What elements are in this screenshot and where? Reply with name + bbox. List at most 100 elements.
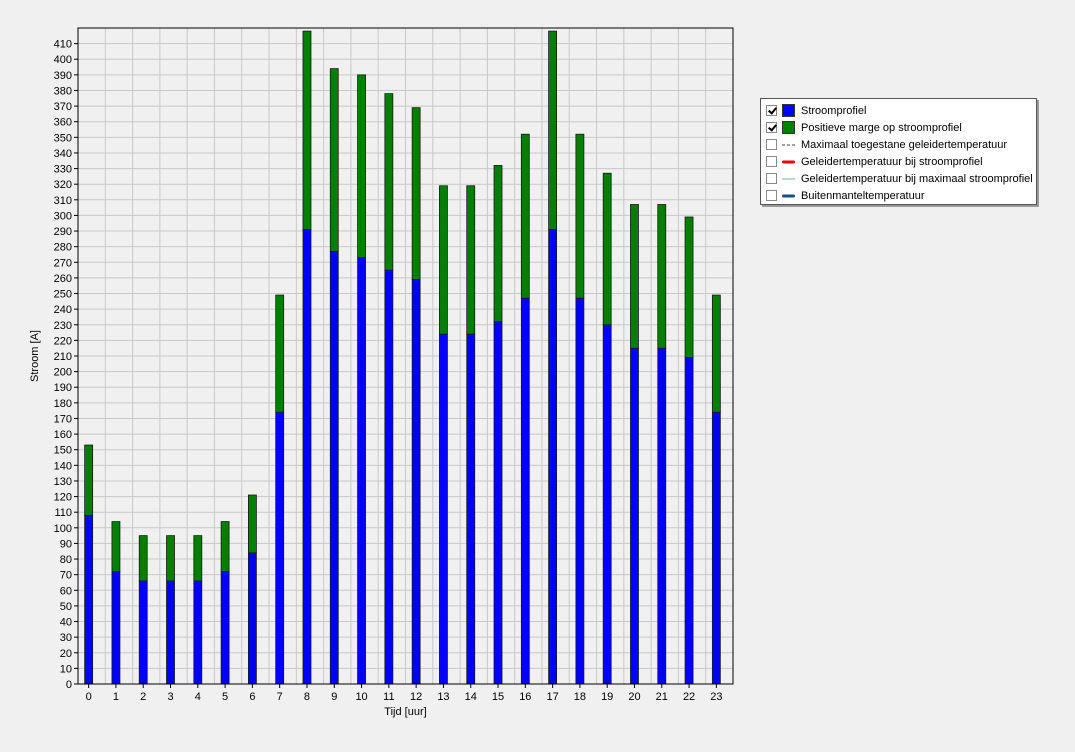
bar-stroomprofiel	[630, 347, 639, 685]
x-tick-label: 11	[383, 691, 394, 703]
legend-checkbox[interactable]	[766, 139, 777, 150]
y-tick-label: 330	[54, 164, 72, 176]
chart-legend: Stroomprofiel Positieve marge op stroompr…	[760, 98, 1037, 205]
legend-swatch	[782, 155, 795, 168]
bar-stroomprofiel	[548, 229, 558, 685]
plot-border	[77, 27, 734, 685]
y-tick-label: 140	[54, 460, 72, 472]
bar-positieve-marge	[630, 204, 639, 349]
bar-stroomprofiel	[220, 571, 230, 685]
y-tick-label: 180	[54, 398, 72, 410]
y-tick-label: 260	[54, 273, 72, 285]
bar-stroomprofiel	[138, 580, 148, 685]
y-tick-label: 340	[54, 148, 72, 160]
bar-positieve-marge	[439, 185, 448, 335]
y-tick-label: 20	[60, 648, 72, 660]
y-tick-label: 320	[54, 179, 72, 191]
x-tick-label: 7	[277, 691, 283, 703]
bar-positieve-marge	[684, 216, 694, 358]
y-tick-label: 210	[54, 351, 72, 363]
x-tick-label: 15	[492, 691, 504, 703]
y-tick-label: 250	[54, 289, 72, 301]
axes: 0102030405060708090100110120130140150160…	[54, 27, 734, 703]
bar-stroomprofiel	[302, 229, 312, 685]
legend-swatch	[782, 172, 795, 185]
y-tick-label: 230	[54, 320, 72, 332]
legend-label: Geleidertemperatuur bij maximaal stroomp…	[801, 172, 1033, 185]
legend-item[interactable]: Stroomprofiel	[761, 102, 1036, 119]
bar-stroomprofiel	[84, 514, 94, 685]
bar-stroomprofiel	[711, 411, 721, 685]
legend-label: Geleidertemperatuur bij stroomprofiel	[801, 155, 983, 168]
legend-label: Stroomprofiel	[801, 104, 867, 117]
y-tick-label: 30	[60, 632, 72, 644]
legend-checkbox[interactable]	[766, 156, 777, 167]
bar-stroomprofiel	[411, 279, 421, 685]
legend-swatch	[782, 138, 795, 151]
y-tick-label: 190	[54, 382, 72, 394]
bar-stroomprofiel	[575, 297, 585, 685]
bar-positieve-marge	[575, 133, 585, 299]
x-tick-label: 23	[710, 691, 722, 703]
bar-stroomprofiel	[275, 411, 285, 685]
bar-positieve-marge	[166, 535, 175, 582]
bar-positieve-marge	[247, 494, 257, 554]
bar-positieve-marge	[711, 294, 721, 413]
legend-swatch	[782, 189, 795, 202]
legend-checkbox[interactable]	[766, 105, 777, 116]
bar-stroomprofiel	[684, 357, 694, 685]
x-tick-label: 20	[628, 691, 640, 703]
bar-positieve-marge	[138, 535, 148, 582]
y-tick-label: 70	[60, 570, 72, 582]
legend-item[interactable]: Positieve marge op stroomprofiel	[761, 119, 1036, 136]
grid-lines	[78, 28, 733, 684]
legend-item[interactable]: Maximaal toegestane geleidertemperatuur	[761, 136, 1036, 153]
legend-label: Maximaal toegestane geleidertemperatuur	[801, 138, 1008, 151]
x-tick-label: 8	[304, 691, 310, 703]
bar-stroomprofiel	[247, 552, 257, 685]
x-tick-label: 10	[355, 691, 367, 703]
y-tick-label: 150	[54, 445, 72, 457]
legend-checkbox[interactable]	[766, 122, 777, 133]
y-tick-label: 280	[54, 242, 72, 254]
legend-swatch	[782, 104, 795, 117]
bar-positieve-marge	[84, 444, 94, 516]
legend-label: Buitenmanteltemperatuur	[801, 189, 925, 202]
bar-stroomprofiel	[111, 571, 121, 685]
legend-item[interactable]: Buitenmanteltemperatuur	[761, 187, 1036, 204]
bar-positieve-marge	[384, 93, 394, 271]
y-tick-label: 400	[54, 54, 72, 66]
bar-stroomprofiel	[384, 269, 394, 685]
bar-positieve-marge	[302, 30, 312, 230]
bar-positieve-marge	[493, 165, 503, 323]
legend-checkbox[interactable]	[766, 173, 777, 184]
legend-label: Positieve marge op stroomprofiel	[801, 121, 962, 134]
y-tick-label: 380	[54, 85, 72, 97]
y-tick-label: 310	[54, 195, 72, 207]
bars	[84, 30, 721, 685]
x-tick-label: 5	[222, 691, 228, 703]
x-tick-label: 16	[519, 691, 531, 703]
y-tick-label: 290	[54, 226, 72, 238]
y-tick-label: 120	[54, 492, 72, 504]
y-tick-label: 240	[54, 304, 72, 316]
x-tick-label: 6	[249, 691, 255, 703]
bar-positieve-marge	[548, 30, 558, 230]
bar-stroomprofiel	[357, 257, 366, 685]
legend-item[interactable]: Geleidertemperatuur bij maximaal stroomp…	[761, 170, 1036, 187]
y-tick-label: 170	[54, 413, 72, 425]
y-tick-label: 300	[54, 210, 72, 222]
legend-checkbox[interactable]	[766, 190, 777, 201]
bar-positieve-marge	[275, 294, 285, 413]
x-tick-label: 2	[140, 691, 146, 703]
x-tick-label: 12	[410, 691, 422, 703]
y-tick-label: 160	[54, 429, 72, 441]
bar-positieve-marge	[329, 68, 339, 252]
y-tick-label: 270	[54, 257, 72, 269]
legend-item[interactable]: Geleidertemperatuur bij stroomprofiel	[761, 153, 1036, 170]
y-tick-label: 90	[60, 538, 72, 550]
bar-positieve-marge	[466, 185, 476, 335]
x-tick-label: 1	[113, 691, 119, 703]
bar-stroomprofiel	[657, 347, 667, 685]
